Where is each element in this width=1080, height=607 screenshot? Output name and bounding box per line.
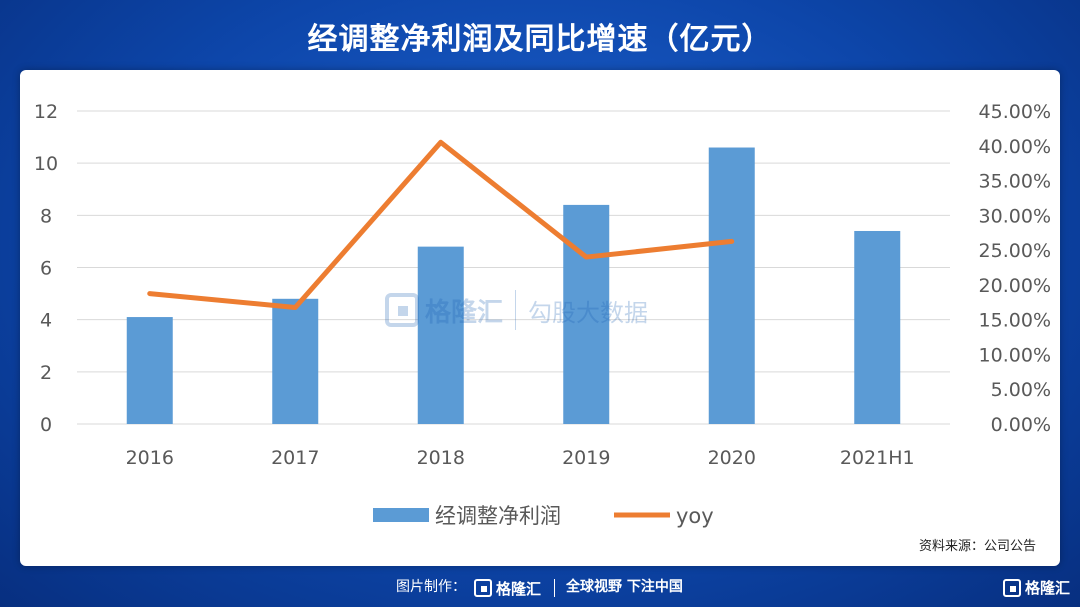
legend-label-line: yoy: [676, 504, 714, 528]
y-left-tick-label: 2: [40, 362, 52, 384]
y-right-tick-label: 40.00%: [979, 136, 1051, 158]
brand-logo-icon: [474, 579, 492, 597]
y-right-tick-label: 5.00%: [991, 379, 1051, 401]
x-tick-label: 2020: [708, 447, 756, 469]
y-right-tick-label: 10.00%: [979, 344, 1051, 366]
watermark: 格隆汇 勾股大数据: [385, 290, 648, 330]
bar: [708, 147, 755, 424]
footer-brand: 格隆汇: [474, 577, 541, 599]
y-left-tick-label: 6: [40, 258, 52, 280]
y-left-tick-label: 12: [34, 101, 58, 123]
chart-title: 经调整净利润及同比增速（亿元）: [307, 22, 773, 57]
watermark-sub: 勾股大数据: [528, 298, 649, 327]
bar: [126, 317, 173, 424]
y-right-tick-label: 35.00%: [979, 171, 1051, 193]
footer-made-by: 图片制作：: [396, 579, 466, 595]
corner-logo-icon: [1002, 578, 1021, 597]
x-tick-label: 2019: [562, 447, 610, 469]
y-right-tick-label: 20.00%: [979, 275, 1051, 297]
y-left-tick-label: 10: [34, 153, 58, 175]
source-note: 资料来源：公司公告: [918, 539, 1036, 554]
y-right-tick-label: 15.00%: [979, 310, 1051, 332]
x-tick-label: 2021H1: [840, 447, 915, 469]
y-right-tick-label: 0.00%: [991, 414, 1051, 436]
bar: [854, 230, 901, 424]
y-left-tick-label: 4: [40, 310, 52, 332]
footer-slogan: 全球视野 下注中国: [566, 579, 683, 595]
watermark-logo-icon: [385, 293, 419, 327]
footer-brand-label: 格隆汇: [496, 579, 542, 598]
y-left-tick-label: 8: [40, 205, 52, 227]
x-tick-label: 2016: [126, 447, 174, 469]
corner-brand-label: 格隆汇: [1024, 579, 1070, 597]
footer-divider: [554, 579, 555, 597]
watermark-divider: [515, 290, 517, 330]
x-tick-label: 2017: [271, 447, 319, 469]
y-left-tick-label: 0: [40, 414, 52, 436]
bar: [417, 246, 464, 424]
bar: [272, 298, 319, 424]
legend-swatch-bar: [373, 508, 429, 522]
x-tick-label: 2018: [417, 447, 465, 469]
y-right-tick-label: 45.00%: [979, 101, 1051, 123]
footer: 图片制作： 格隆汇 全球视野 下注中国: [0, 576, 1080, 600]
corner-brand: 格隆汇: [1002, 577, 1070, 598]
watermark-brand: 格隆汇: [425, 297, 504, 328]
legend-label-bar: 经调整净利润: [435, 504, 561, 528]
y-right-tick-label: 30.00%: [979, 205, 1051, 227]
y-right-tick-label: 25.00%: [979, 240, 1051, 262]
bar: [563, 204, 610, 424]
